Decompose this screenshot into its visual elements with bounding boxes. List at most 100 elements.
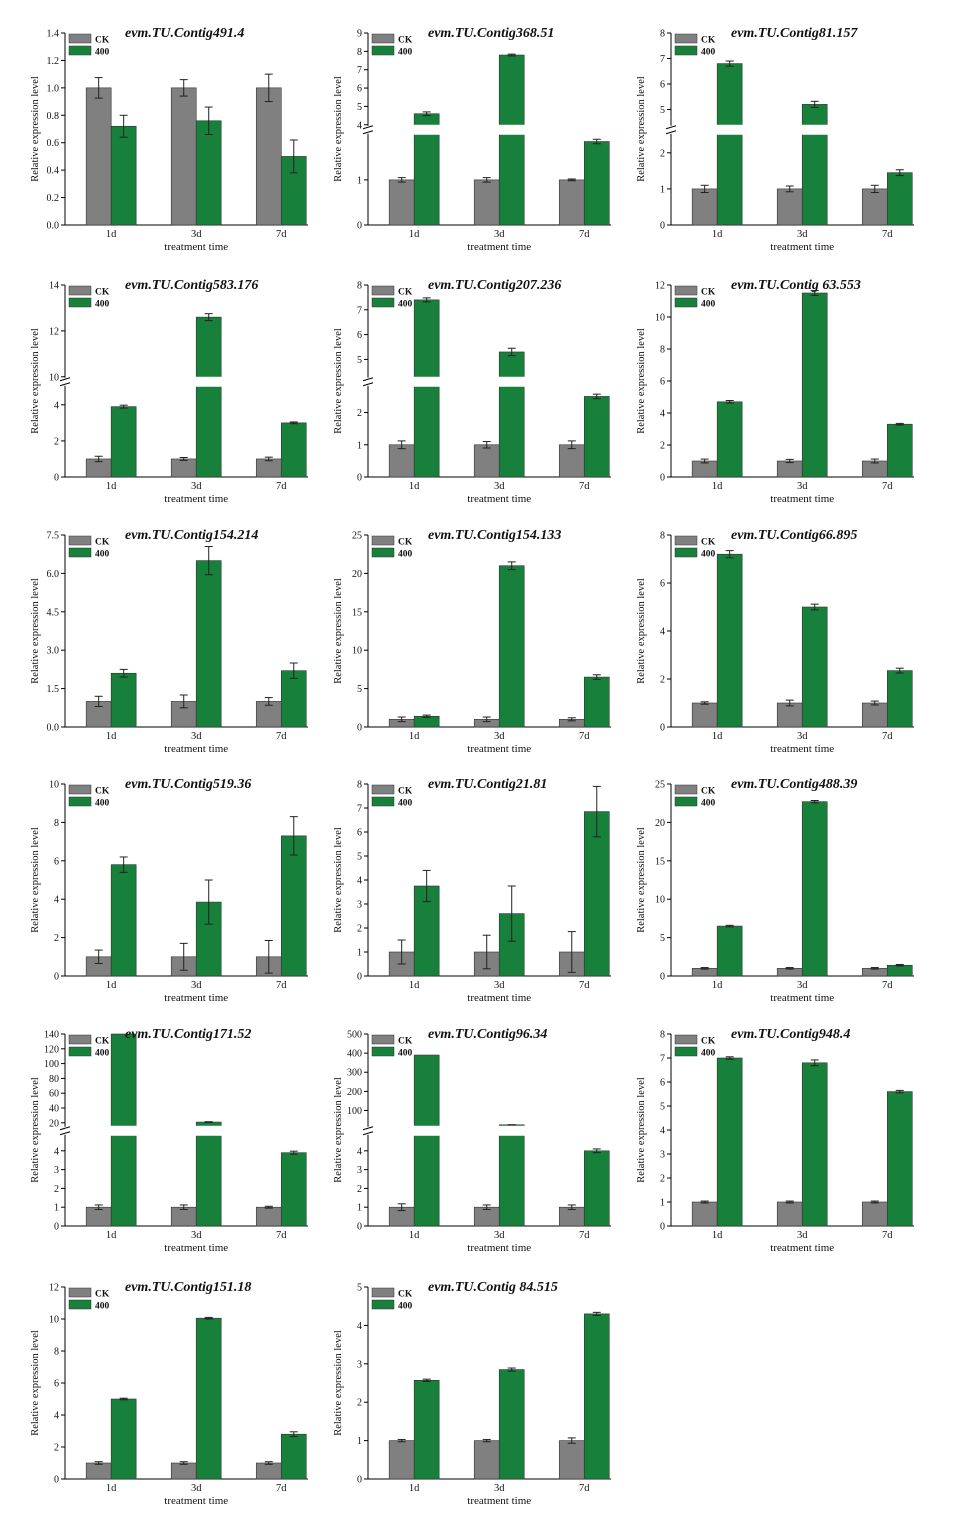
x-axis-label: treatment time: [770, 493, 834, 505]
legend-label: CK: [701, 1037, 716, 1047]
bar-break: [498, 1125, 526, 1136]
y-tick-label: 1.5: [47, 684, 60, 695]
y-tick-label: 7: [357, 305, 362, 316]
bar-ck: [691, 188, 718, 226]
chart-panel: 0 1 4 5 6 7 8 9 1d 3d 7d treatment time Relative exp…: [333, 26, 611, 253]
legend-label: 400: [95, 550, 110, 560]
x-axis-label: treatment time: [164, 743, 228, 755]
legend-label: CK: [398, 787, 413, 797]
legend-label: CK: [701, 36, 716, 46]
chart-panel: 0 5 10 15 20 25 1d 3d 7d treatment time Relative e…: [333, 528, 611, 755]
legend-swatch: [371, 297, 395, 308]
legend-label: 400: [95, 300, 110, 310]
legend-label: CK: [701, 538, 716, 548]
y-tick-label: 4: [54, 400, 59, 411]
y-tick-label: 4: [660, 409, 665, 420]
chart-panel: 0 2 4 10 12 14 1d 3d 7d treatment time Relative ex…: [30, 278, 308, 505]
axis-break-gap: [60, 377, 70, 386]
y-tick-label: 5: [357, 102, 362, 113]
y-tick-label: 0: [54, 1222, 59, 1233]
y-tick-label: 6: [660, 377, 665, 388]
legend-swatch: [68, 1034, 92, 1045]
y-tick-label: 6: [357, 330, 362, 341]
legend-swatch: [371, 796, 395, 807]
legend-label: CK: [398, 538, 413, 548]
x-tick-label: 1d: [712, 731, 723, 742]
y-tick-label: 2: [54, 436, 59, 447]
legend-swatch: [371, 784, 395, 795]
x-axis-label: treatment time: [770, 743, 834, 755]
bar-400: [195, 1317, 222, 1480]
axis-break-mark: [362, 125, 374, 130]
x-tick-label: 7d: [579, 1483, 590, 1494]
y-tick-label: 2: [660, 441, 665, 452]
y-tick-label: 0: [54, 1475, 59, 1486]
x-tick-label: 3d: [494, 1230, 505, 1241]
y-tick-label: 0: [660, 221, 665, 232]
chart-title: evm.TU.Contig21.81: [428, 777, 547, 792]
bar-400: [280, 1433, 307, 1480]
y-tick-label: 0: [357, 1475, 362, 1486]
legend-label: 400: [398, 1049, 413, 1059]
x-tick-label: 7d: [882, 481, 893, 492]
y-tick-label: 1.2: [47, 56, 60, 67]
x-tick-label: 3d: [494, 980, 505, 991]
bar-400: [413, 1054, 440, 1227]
legend-swatch: [674, 45, 698, 56]
y-tick-label: 10: [49, 372, 59, 383]
y-axis-label: Relative expression level: [30, 827, 41, 933]
x-tick-label: 7d: [276, 481, 287, 492]
bar-400: [110, 672, 137, 728]
y-tick-label: 0.2: [47, 193, 60, 204]
chart-title: evm.TU.Contig 63.553: [731, 278, 861, 293]
legend-swatch: [68, 547, 92, 558]
chart-title: evm.TU.Contig488.39: [731, 777, 857, 792]
x-axis-label: treatment time: [467, 241, 531, 253]
x-tick-label: 1d: [712, 229, 723, 240]
legend-swatch: [68, 784, 92, 795]
legend-label: CK: [95, 36, 110, 46]
x-axis-label: treatment time: [770, 241, 834, 253]
bar-400: [280, 835, 307, 977]
bar-400: [801, 292, 828, 478]
y-tick-label: 1.4: [47, 29, 60, 40]
bar-break: [498, 124, 526, 135]
y-tick-label: 120: [44, 1044, 59, 1055]
chart-panel: 0.0 1.5 3.0 4.5 6.0 7.5 1d 3d 7d treatment time Re…: [30, 528, 308, 755]
y-axis-label: Relative expression level: [333, 1077, 344, 1183]
y-tick-label: 0: [357, 972, 362, 983]
x-tick-label: 7d: [882, 229, 893, 240]
legend-label: CK: [701, 787, 716, 797]
x-tick-label: 7d: [579, 731, 590, 742]
bar-400: [413, 299, 440, 478]
y-tick-label: 5: [660, 1102, 665, 1113]
y-tick-label: 6: [357, 828, 362, 839]
legend-label: CK: [701, 288, 716, 298]
axis-break-gap: [666, 125, 676, 134]
y-tick-label: 4: [54, 1411, 59, 1422]
x-axis-label: treatment time: [164, 992, 228, 1004]
legend-label: CK: [95, 538, 110, 548]
legend-swatch: [674, 796, 698, 807]
bar-400: [413, 1380, 440, 1480]
y-tick-label: 7: [660, 1054, 665, 1065]
y-tick-label: 3: [357, 1359, 362, 1370]
x-tick-label: 7d: [276, 229, 287, 240]
legend-label: 400: [398, 300, 413, 310]
y-tick-label: 8: [54, 1347, 59, 1358]
bar-400: [716, 1057, 743, 1227]
y-axis-label: Relative expression level: [30, 1330, 41, 1436]
bar-400: [801, 1062, 828, 1227]
bar-400: [110, 864, 137, 977]
y-tick-label: 1: [357, 1203, 362, 1214]
y-tick-label: 0: [54, 972, 59, 983]
bar-ck: [473, 1206, 500, 1227]
legend-label: CK: [398, 1290, 413, 1300]
legend-label: CK: [398, 1037, 413, 1047]
x-tick-label: 7d: [579, 229, 590, 240]
x-tick-label: 7d: [276, 1230, 287, 1241]
x-tick-label: 1d: [409, 1483, 420, 1494]
bar-ck: [170, 458, 197, 478]
x-tick-label: 3d: [191, 731, 202, 742]
